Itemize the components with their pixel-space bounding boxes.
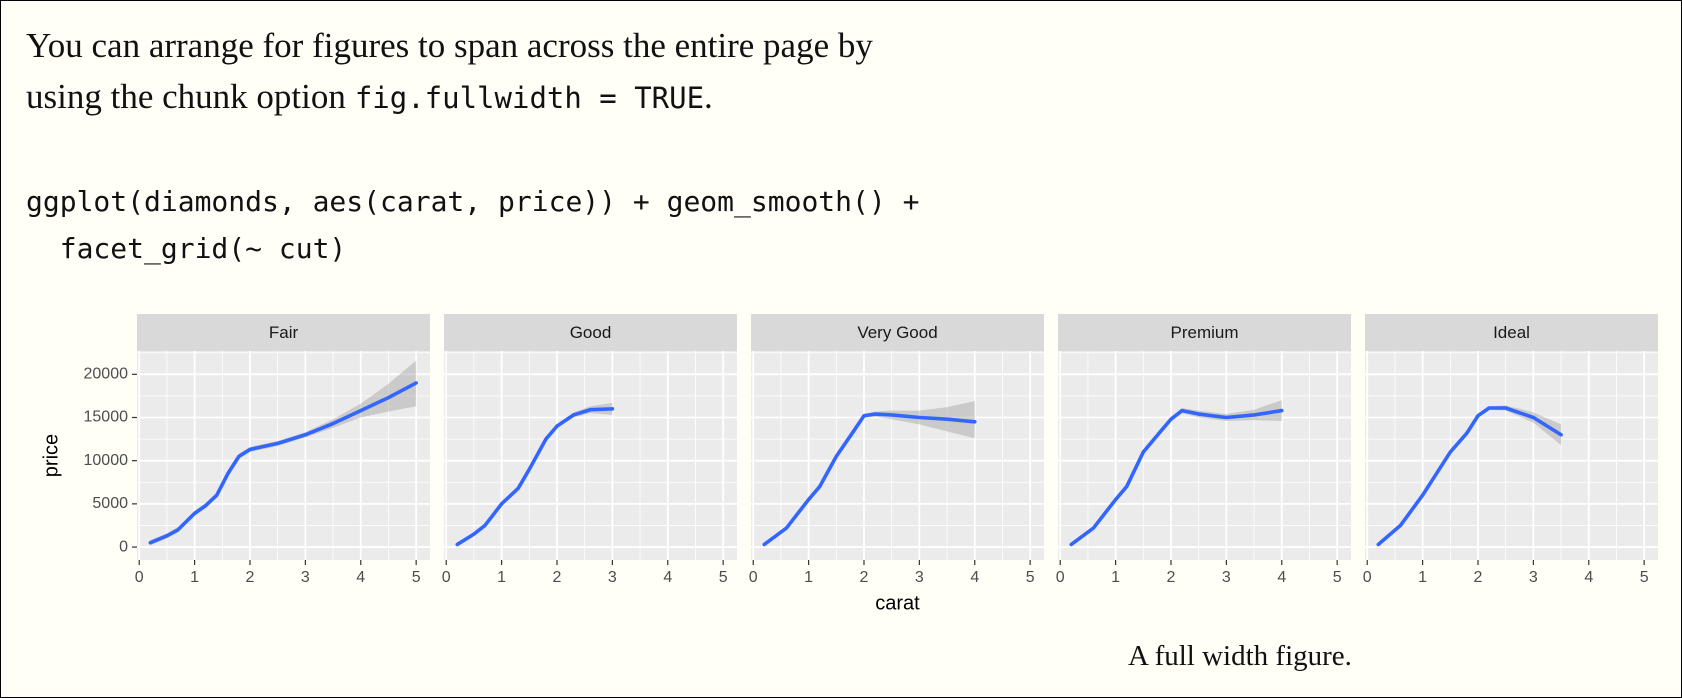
panel bbox=[1365, 351, 1658, 560]
text: . bbox=[704, 77, 713, 116]
x-tick-label: 5 bbox=[719, 569, 728, 586]
strip bbox=[137, 314, 430, 351]
x-tick-label: 5 bbox=[1026, 569, 1035, 586]
strip-label: Fair bbox=[269, 323, 299, 342]
smooth-line bbox=[148, 381, 418, 545]
panel bbox=[751, 351, 1044, 560]
text-line: You can arrange for figures to span acro… bbox=[26, 26, 873, 65]
x-tick-label: 2 bbox=[553, 569, 562, 586]
x-tick-label: 0 bbox=[135, 569, 144, 586]
x-tick-label: 4 bbox=[1584, 569, 1593, 586]
smooth-line bbox=[1069, 408, 1284, 547]
strip bbox=[751, 314, 1044, 351]
x-tick-label: 5 bbox=[412, 569, 421, 586]
x-tick-label: 3 bbox=[301, 569, 310, 586]
x-tick-label: 4 bbox=[663, 569, 672, 586]
x-tick-label: 3 bbox=[608, 569, 617, 586]
code-block: ggplot(diamonds, aes(carat, price)) + ge… bbox=[26, 178, 919, 272]
y-tick-label: 5000 bbox=[92, 495, 128, 512]
x-tick-label: 0 bbox=[1363, 569, 1372, 586]
x-tick-label: 4 bbox=[1277, 569, 1286, 586]
strip bbox=[1365, 314, 1658, 351]
y-tick-label: 0 bbox=[119, 538, 128, 555]
code-line: ggplot(diamonds, aes(carat, price)) + ge… bbox=[26, 185, 920, 218]
panel bbox=[1058, 351, 1351, 560]
strip bbox=[444, 314, 737, 351]
x-tick-label: 1 bbox=[804, 569, 813, 586]
text: using the chunk option bbox=[26, 77, 346, 116]
x-tick-label: 2 bbox=[246, 569, 255, 586]
y-tick-label: 10000 bbox=[84, 452, 129, 469]
x-tick-label: 3 bbox=[1529, 569, 1538, 586]
x-tick-label: 4 bbox=[970, 569, 979, 586]
x-tick-label: 3 bbox=[915, 569, 924, 586]
code-line: facet_grid(~ cut) bbox=[26, 232, 347, 265]
x-tick-label: 2 bbox=[1167, 569, 1176, 586]
x-tick-label: 5 bbox=[1333, 569, 1342, 586]
x-tick-label: 2 bbox=[1474, 569, 1483, 586]
strip-label: Ideal bbox=[1493, 323, 1530, 342]
panel bbox=[444, 351, 737, 560]
x-tick-label: 0 bbox=[1056, 569, 1065, 586]
x-tick-label: 1 bbox=[1418, 569, 1427, 586]
y-axis-title: price bbox=[40, 434, 62, 477]
x-tick-label: 2 bbox=[860, 569, 869, 586]
strip-label: Good bbox=[570, 323, 612, 342]
x-tick-label: 3 bbox=[1222, 569, 1231, 586]
text-line: using the chunk option fig.fullwidth = TR… bbox=[26, 71, 873, 124]
inline-code: fig.fullwidth = TRUE bbox=[354, 81, 705, 115]
strip-label: Premium bbox=[1170, 323, 1238, 342]
confidence-band bbox=[1378, 405, 1562, 547]
y-tick-label: 15000 bbox=[84, 409, 129, 426]
x-tick-label: 0 bbox=[749, 569, 758, 586]
x-tick-label: 4 bbox=[356, 569, 365, 586]
strip-label: Very Good bbox=[857, 323, 937, 342]
x-tick-label: 1 bbox=[1111, 569, 1120, 586]
x-tick-label: 5 bbox=[1640, 569, 1649, 586]
confidence-band bbox=[764, 401, 975, 547]
smooth-line bbox=[1376, 406, 1563, 547]
caption: A full width figure. bbox=[1128, 640, 1352, 672]
smooth-line bbox=[455, 407, 615, 547]
smooth-line bbox=[762, 412, 977, 547]
x-tick-label: 0 bbox=[442, 569, 451, 586]
strip bbox=[1058, 314, 1351, 351]
x-tick-label: 1 bbox=[497, 569, 506, 586]
x-axis-title: carat bbox=[875, 592, 920, 614]
x-tick-label: 1 bbox=[190, 569, 199, 586]
paragraph: You can arrange for figures to span acro… bbox=[26, 20, 873, 124]
y-tick-label: 20000 bbox=[84, 366, 129, 383]
